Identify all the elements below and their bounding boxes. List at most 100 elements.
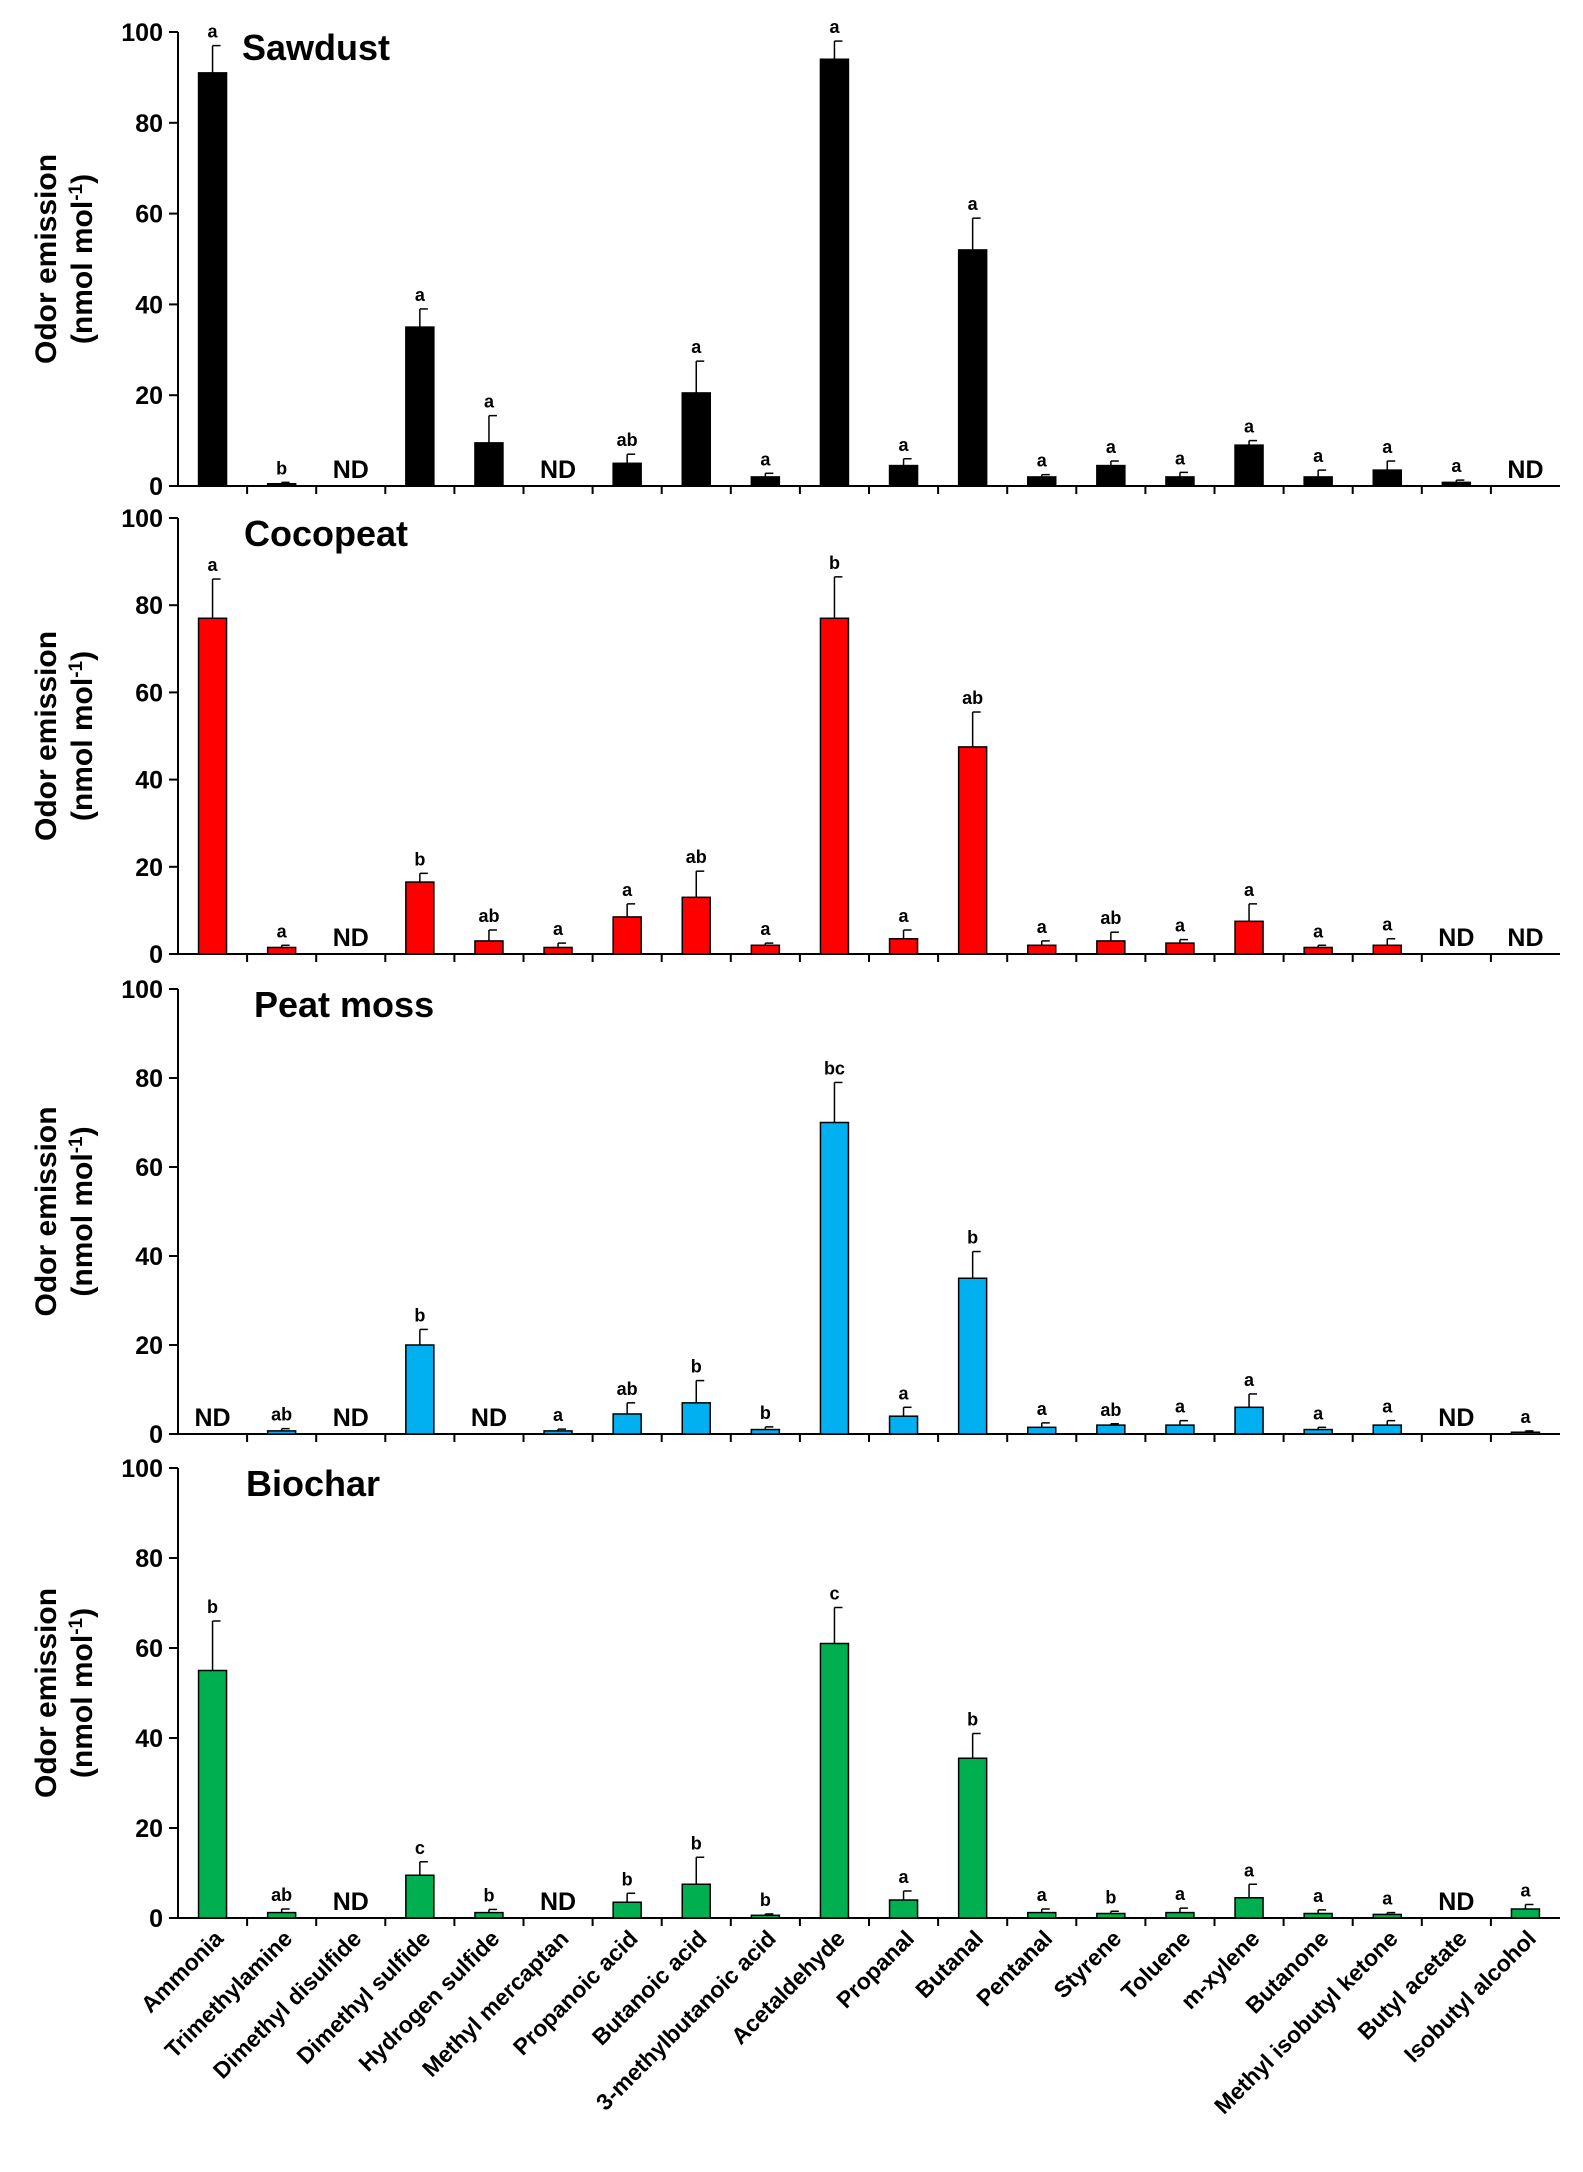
significance-letter: a bbox=[1037, 451, 1048, 471]
y-tick-label: 60 bbox=[135, 1635, 163, 1663]
bar bbox=[474, 940, 504, 955]
y-tick-label: 100 bbox=[121, 976, 163, 1004]
bar bbox=[888, 1415, 919, 1435]
bar bbox=[1372, 469, 1402, 487]
y-axis-label-line1: Odor emission bbox=[30, 1588, 63, 1798]
panel-biochar: 0 20 40 60 80 100 Odor emission (nmol mol-1) Bio… bbox=[30, 1455, 1560, 1933]
significance-letter: a bbox=[277, 921, 288, 941]
y-tick-label: 40 bbox=[135, 767, 163, 795]
significance-letter: a bbox=[208, 555, 219, 575]
nd-label: ND bbox=[540, 456, 576, 484]
significance-letter: a bbox=[691, 337, 702, 357]
y-tick-label: 20 bbox=[135, 382, 163, 410]
bar bbox=[957, 1277, 988, 1435]
significance-letter: a bbox=[968, 194, 979, 214]
significance-letter: a bbox=[1106, 437, 1117, 457]
nd-label: ND bbox=[194, 1404, 230, 1432]
bar bbox=[1096, 1424, 1126, 1435]
bar bbox=[543, 1430, 573, 1435]
category-label: Pentanal bbox=[971, 1925, 1057, 2011]
significance-letter: b bbox=[760, 1890, 771, 1910]
bar bbox=[681, 1402, 711, 1435]
bar bbox=[197, 1669, 228, 1919]
significance-letter: ab bbox=[962, 688, 983, 708]
bar bbox=[266, 1430, 297, 1435]
significance-letter: a bbox=[1520, 1881, 1531, 1901]
panel-title: Biochar bbox=[246, 1463, 380, 1504]
y-axis-label-superscript: -1 bbox=[66, 1617, 87, 1634]
bar bbox=[819, 1642, 850, 1919]
significance-letter: b bbox=[483, 1885, 494, 1905]
y-tick-label: 80 bbox=[135, 592, 163, 620]
significance-letter: a bbox=[415, 285, 426, 305]
bar bbox=[1027, 1911, 1057, 1919]
bar bbox=[1096, 1912, 1126, 1919]
significance-letter: c bbox=[829, 1584, 839, 1604]
nd-label: ND bbox=[1438, 1404, 1474, 1432]
y-axis-label-line2: (nmol mol bbox=[66, 678, 99, 821]
significance-letter: a bbox=[1175, 448, 1186, 468]
bar bbox=[612, 1901, 642, 1919]
significance-letter: bc bbox=[824, 1058, 845, 1078]
significance-letter: ab bbox=[271, 1405, 292, 1425]
bar bbox=[543, 946, 573, 955]
bar bbox=[1372, 1913, 1402, 1919]
significance-letter: b bbox=[691, 1357, 702, 1377]
significance-letter: c bbox=[415, 1838, 425, 1858]
bar bbox=[1027, 476, 1057, 487]
bar bbox=[1441, 481, 1472, 487]
significance-letter: a bbox=[760, 449, 771, 469]
y-axis-label-superscript: -1 bbox=[66, 1136, 87, 1153]
bar bbox=[405, 1874, 435, 1919]
panel-peat-moss: 0 20 40 60 80 100 Odor emission (nmol mol-1) Pea… bbox=[30, 976, 1560, 1449]
nd-label: ND bbox=[540, 1888, 576, 1916]
significance-letter: a bbox=[1520, 1407, 1531, 1427]
significance-letter: ab bbox=[686, 847, 707, 867]
bar bbox=[1096, 464, 1126, 487]
bar bbox=[474, 1911, 504, 1919]
significance-letter: a bbox=[1382, 1397, 1393, 1417]
y-tick-label: 80 bbox=[135, 110, 163, 138]
bar bbox=[474, 442, 504, 487]
significance-letter: b bbox=[967, 1228, 978, 1248]
bar bbox=[1234, 1897, 1264, 1919]
bar bbox=[750, 1914, 781, 1919]
significance-letter: a bbox=[1175, 916, 1186, 936]
nd-label: ND bbox=[333, 456, 369, 484]
bar bbox=[1165, 1424, 1195, 1435]
significance-letter: a bbox=[829, 17, 840, 37]
significance-letter: a bbox=[1382, 915, 1393, 935]
y-tick-label: 0 bbox=[149, 941, 163, 969]
y-axis-label-suffix: ) bbox=[66, 1126, 99, 1136]
y-axis-label-line1: Odor emission bbox=[30, 631, 63, 841]
y-tick-label: 20 bbox=[135, 1332, 163, 1360]
significance-letter: a bbox=[899, 1867, 910, 1887]
y-tick-label: 40 bbox=[135, 291, 163, 319]
bar bbox=[1165, 942, 1195, 955]
y-axis-label-suffix: ) bbox=[66, 174, 99, 184]
y-axis-label: Odor emission (nmol mol-1) bbox=[30, 1588, 99, 1798]
y-tick-label: 60 bbox=[135, 1154, 163, 1182]
y-axis-label-line1: Odor emission bbox=[30, 1106, 63, 1316]
significance-letter: b bbox=[414, 1305, 425, 1325]
bar bbox=[1027, 944, 1057, 955]
y-axis-label-line2: (nmol mol bbox=[66, 1153, 99, 1296]
bar bbox=[405, 1344, 435, 1435]
nd-label: ND bbox=[333, 1888, 369, 1916]
bar bbox=[681, 392, 711, 487]
y-tick-label: 0 bbox=[149, 1905, 163, 1933]
y-tick-label: 40 bbox=[135, 1243, 163, 1271]
bar bbox=[888, 464, 919, 487]
significance-letter: a bbox=[622, 880, 633, 900]
panel-title: Cocopeat bbox=[244, 513, 408, 554]
bar bbox=[750, 476, 781, 487]
bar bbox=[750, 1428, 781, 1435]
nd-label: ND bbox=[1507, 456, 1543, 484]
significance-letter: ab bbox=[1100, 1400, 1121, 1420]
significance-letter: b bbox=[829, 553, 840, 573]
bar bbox=[750, 944, 781, 955]
significance-letter: a bbox=[553, 919, 564, 939]
bar bbox=[1372, 1424, 1402, 1435]
